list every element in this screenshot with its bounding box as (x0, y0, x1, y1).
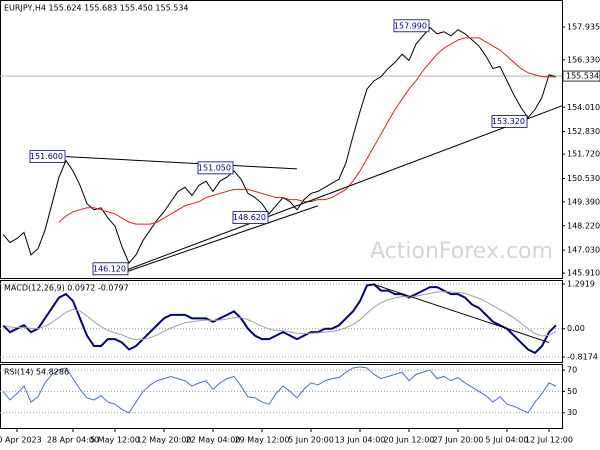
y-tick-label: 150.530 (567, 174, 600, 183)
y-tick-label: 30 (567, 408, 577, 417)
x-tick-label: 12 Jul 12:00 (525, 436, 573, 445)
series-line (2, 283, 557, 355)
x-tick-label: 5 Jul 04:00 (486, 436, 529, 445)
y-tick-label: 149.390 (567, 197, 600, 206)
x-tick-label: 13 Jun 04:00 (335, 436, 386, 445)
series-line (2, 26, 557, 264)
y-tick-label: 1.2919 (567, 279, 595, 288)
annotation-box (197, 161, 234, 175)
annotation-label: 151.050 (198, 163, 231, 172)
panel-title: RSI(14) 54.8286 (4, 368, 69, 377)
x-tick-label: 20 Apr 2023 (0, 436, 42, 445)
annotation-label: 146.120 (93, 264, 126, 273)
x-tick-label: 5 Jun 20:00 (288, 436, 334, 445)
annotation-box (393, 19, 430, 33)
annotation-label: 148.620 (233, 213, 266, 222)
y-tick-label: 157.935 (567, 22, 600, 31)
panel-title: MACD(12,26,9) 0.0972 -0.0797 (4, 284, 129, 293)
watermark: ActionForex.com (370, 239, 553, 264)
x-tick-label: 27 Jun 20:00 (433, 436, 484, 445)
y-tick-label: 0.00 (567, 324, 585, 333)
y-tick-label: 50 (567, 387, 577, 396)
x-tick-label: 20 Jun 12:00 (384, 436, 435, 445)
annotation-label: 153.320 (492, 117, 525, 126)
y-tick-label: 147.030 (567, 246, 600, 255)
annotation-box (232, 211, 269, 225)
x-tick-label: 29 May 12:00 (235, 436, 290, 445)
trend-line (121, 205, 319, 274)
x-tick-label: 22 May 04:00 (186, 436, 241, 445)
y-tick-label: 154.010 (567, 103, 600, 112)
panel-frame (0, 0, 563, 279)
last-price-box (562, 70, 600, 82)
x-tick-label: 5 May 12:00 (90, 436, 140, 445)
y-tick-label: 152.830 (567, 127, 600, 136)
x-tick-label: 28 Apr 04:00 (47, 436, 99, 445)
panel-frame (0, 364, 563, 429)
y-tick-label: 70 (567, 366, 577, 375)
y-tick-label: -0.8174 (567, 352, 598, 361)
trend-line (65, 156, 298, 170)
y-tick-label: 151.720 (567, 150, 600, 159)
annotation-box (491, 114, 528, 128)
panel-title: EURJPY,H4 155.624 155.683 155.450 155.53… (4, 4, 189, 13)
x-tick-label: 12 May 20:00 (137, 436, 192, 445)
annotation-label: 157.990 (394, 21, 427, 30)
y-tick-label: 156.330 (567, 55, 600, 64)
last-price-label: 155.534 (566, 72, 599, 81)
annotation-box (92, 262, 129, 276)
annotation-box (29, 150, 66, 164)
y-tick-label: 145.910 (567, 269, 600, 278)
series-line (2, 366, 557, 414)
annotation-label: 151.600 (30, 152, 63, 161)
y-tick-label: 148.220 (567, 221, 600, 230)
trend-line (373, 283, 550, 344)
series-line (2, 291, 557, 341)
trend-line (114, 104, 564, 275)
panel-frame (0, 280, 563, 363)
